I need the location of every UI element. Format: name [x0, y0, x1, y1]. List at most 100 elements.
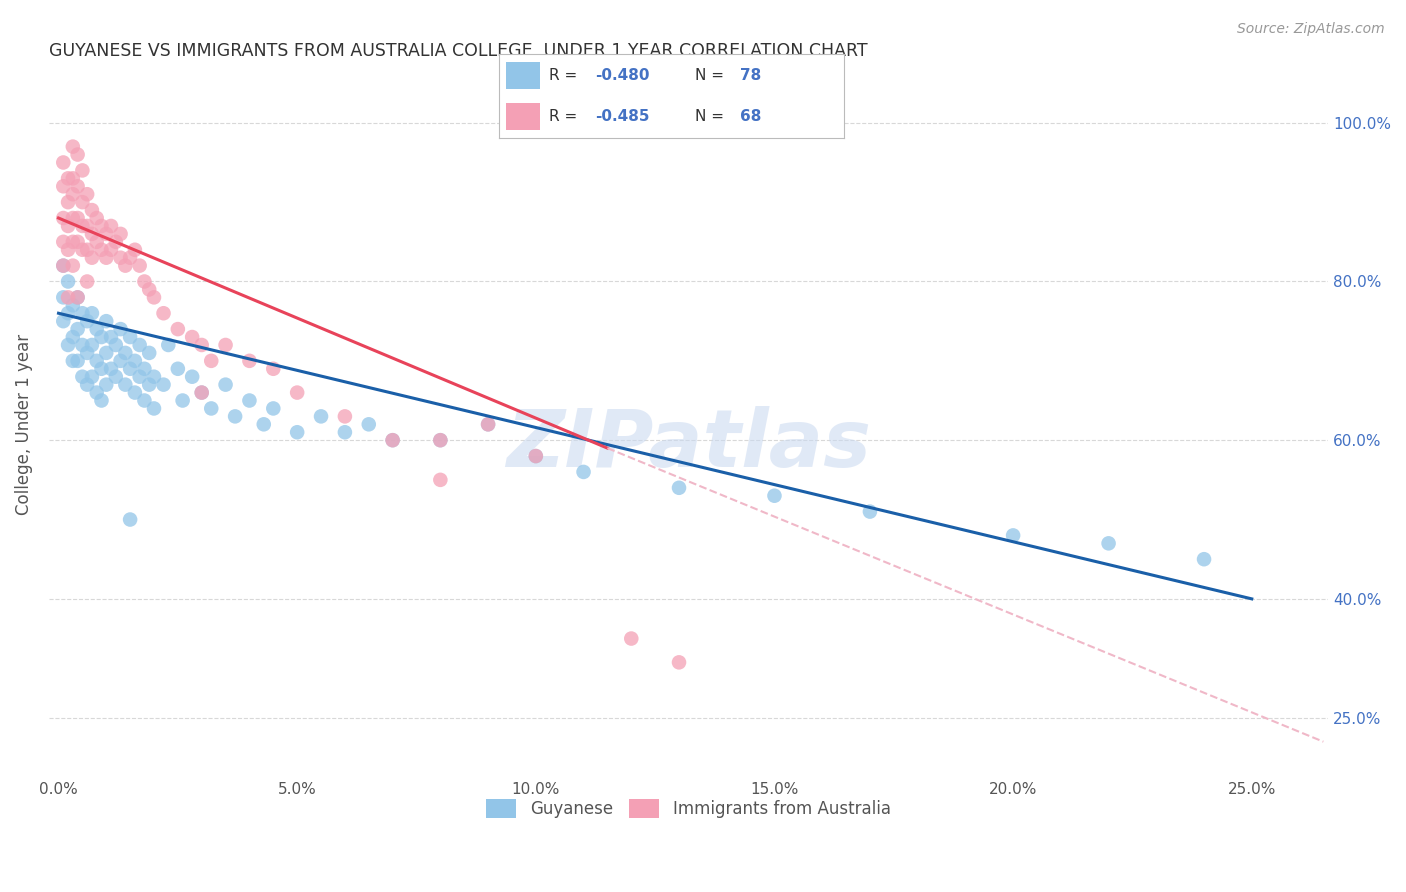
Point — [72, 306, 94, 320]
Point — [524, 449, 547, 463]
Point — [429, 433, 451, 447]
Point — [138, 282, 160, 296]
Point — [100, 243, 122, 257]
Point — [134, 361, 156, 376]
Point — [110, 354, 132, 368]
Point — [224, 409, 246, 424]
Point — [66, 290, 89, 304]
Point — [262, 361, 284, 376]
Point — [56, 275, 79, 289]
Point — [52, 314, 75, 328]
Point — [72, 243, 94, 257]
Point — [86, 385, 108, 400]
Point — [66, 354, 89, 368]
Point — [76, 187, 98, 202]
Point — [134, 393, 156, 408]
Point — [200, 401, 222, 416]
Point — [143, 401, 166, 416]
Point — [253, 417, 276, 432]
Point — [152, 306, 174, 320]
Text: -0.480: -0.480 — [596, 68, 650, 83]
Point — [128, 338, 150, 352]
Point — [285, 425, 308, 440]
Point — [477, 417, 499, 432]
Point — [104, 338, 127, 352]
Point — [128, 259, 150, 273]
Point — [72, 163, 94, 178]
Point — [72, 369, 94, 384]
Point — [190, 385, 212, 400]
Point — [80, 227, 103, 241]
Point — [100, 330, 122, 344]
Point — [214, 338, 236, 352]
Point — [429, 433, 451, 447]
Point — [62, 330, 84, 344]
Point — [90, 330, 112, 344]
Point — [124, 385, 146, 400]
Point — [190, 385, 212, 400]
Point — [143, 290, 166, 304]
Text: GUYANESE VS IMMIGRANTS FROM AUSTRALIA COLLEGE, UNDER 1 YEAR CORRELATION CHART: GUYANESE VS IMMIGRANTS FROM AUSTRALIA CO… — [49, 42, 868, 60]
Point — [1097, 536, 1119, 550]
Point — [52, 290, 75, 304]
Point — [381, 433, 404, 447]
Point — [66, 235, 89, 249]
Point — [80, 338, 103, 352]
Point — [52, 179, 75, 194]
Point — [72, 338, 94, 352]
Point — [62, 211, 84, 225]
Point — [96, 314, 118, 328]
Point — [56, 219, 79, 233]
Point — [124, 354, 146, 368]
Point — [110, 322, 132, 336]
Point — [1002, 528, 1025, 542]
Point — [76, 346, 98, 360]
Point — [524, 449, 547, 463]
Point — [90, 393, 112, 408]
Point — [80, 306, 103, 320]
Point — [62, 354, 84, 368]
Point — [357, 417, 380, 432]
Text: 68: 68 — [741, 109, 762, 124]
Y-axis label: College, Under 1 year: College, Under 1 year — [15, 334, 32, 515]
Legend: Guyanese, Immigrants from Australia: Guyanese, Immigrants from Australia — [479, 792, 897, 824]
Point — [157, 338, 180, 352]
Point — [80, 369, 103, 384]
Point — [477, 417, 499, 432]
Point — [66, 290, 89, 304]
Point — [56, 306, 79, 320]
Point — [214, 377, 236, 392]
Point — [190, 338, 212, 352]
Point — [56, 338, 79, 352]
Point — [52, 211, 75, 225]
Point — [309, 409, 332, 424]
Point — [668, 481, 690, 495]
Point — [429, 473, 451, 487]
Point — [262, 401, 284, 416]
Bar — [506, 103, 540, 130]
Point — [76, 275, 98, 289]
Text: -0.485: -0.485 — [596, 109, 650, 124]
Point — [62, 139, 84, 153]
Point — [104, 235, 127, 249]
Point — [120, 251, 142, 265]
Point — [86, 354, 108, 368]
Point — [1192, 552, 1215, 566]
Point — [134, 275, 156, 289]
Point — [238, 354, 260, 368]
Point — [90, 243, 112, 257]
Point — [333, 425, 356, 440]
Point — [238, 393, 260, 408]
Point — [138, 377, 160, 392]
Point — [100, 219, 122, 233]
Point — [114, 346, 136, 360]
Point — [114, 259, 136, 273]
Point — [668, 656, 690, 670]
Point — [96, 227, 118, 241]
Point — [120, 512, 142, 526]
Point — [62, 171, 84, 186]
Point — [86, 211, 108, 225]
Point — [62, 298, 84, 312]
Point — [56, 290, 79, 304]
Point — [572, 465, 595, 479]
